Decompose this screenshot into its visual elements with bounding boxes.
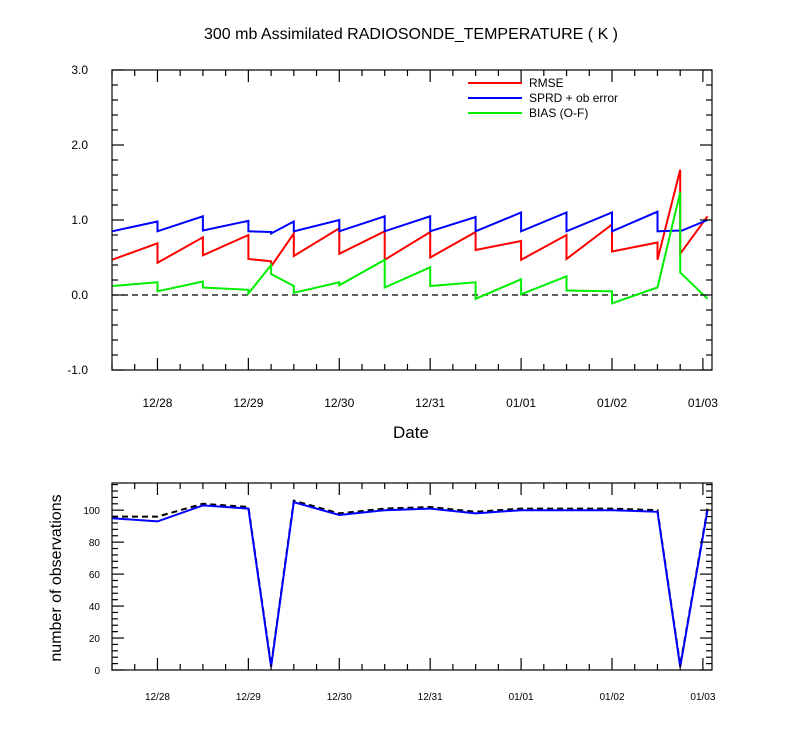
- plot-frame: [111, 482, 713, 671]
- top-chart: 300 mb Assimilated RADIOSONDE_TEMPERATUR…: [67, 26, 718, 442]
- x-tick-label: 01/01: [506, 396, 536, 410]
- y-tick-label: 3.0: [71, 63, 88, 77]
- x-tick-label: 01/02: [599, 692, 624, 703]
- x-tick-label: 12/30: [327, 692, 352, 703]
- series-line-sprd-ob-error: [111, 210, 708, 236]
- bottom-plot-area: 12/28 12/29 12/30 12/31 01/01 01/02 01/03 0 20 40…: [83, 482, 716, 703]
- x-tick-label: 12/30: [324, 396, 354, 410]
- x-tick-label: 12/28: [142, 396, 172, 410]
- x-tick-label: 12/31: [415, 396, 445, 410]
- x-tick-label: 01/01: [509, 692, 534, 703]
- x-tick-label: 12/29: [233, 396, 263, 410]
- chart-title: 300 mb Assimilated RADIOSONDE_TEMPERATUR…: [204, 26, 618, 43]
- y-tick-label: 1.0: [71, 213, 88, 227]
- y-tick-label: 40: [89, 602, 101, 613]
- series-line-observations: [111, 500, 709, 667]
- y-tick-label: 100: [83, 506, 100, 517]
- bottom-chart: 12/28 12/29 12/30 12/31 01/01 01/02 01/03 0 20 40…: [48, 482, 716, 703]
- x-tick-label: 01/03: [690, 692, 715, 703]
- legend-entry: BIAS (O-F): [529, 106, 588, 120]
- series-line-bias-o-f: [111, 192, 709, 305]
- x-tick-label: 01/03: [688, 396, 718, 410]
- legend-entry: RMSE: [529, 76, 564, 90]
- top-plot-area: 12/28 12/29 12/30 12/31 01/01 01/02 01/03 -1.0 0…: [67, 63, 718, 410]
- x-tick-label: 12/31: [418, 692, 443, 703]
- x-tick-label: 01/02: [597, 396, 627, 410]
- y-tick-label: 20: [89, 634, 101, 645]
- legend-entry: SPRD + ob error: [529, 91, 618, 105]
- y-tick-label: 2.0: [71, 138, 88, 152]
- x-axis-label: Date: [393, 423, 429, 442]
- y-tick-label: 0: [94, 666, 100, 677]
- x-tick-label: 12/28: [145, 692, 170, 703]
- y-tick-label: -1.0: [67, 363, 88, 377]
- y-tick-label: 0.0: [71, 288, 88, 302]
- x-tick-label: 12/29: [236, 692, 261, 703]
- y-tick-label: 80: [89, 538, 101, 549]
- series-line-rmse: [111, 169, 709, 270]
- y-tick-label: 60: [89, 570, 101, 581]
- series-line-observations-dashed: [112, 499, 709, 666]
- y-axis-label: number of observations: [48, 494, 65, 661]
